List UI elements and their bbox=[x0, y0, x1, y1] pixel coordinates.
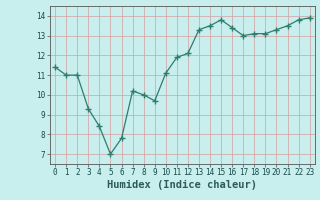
X-axis label: Humidex (Indice chaleur): Humidex (Indice chaleur) bbox=[108, 180, 257, 190]
